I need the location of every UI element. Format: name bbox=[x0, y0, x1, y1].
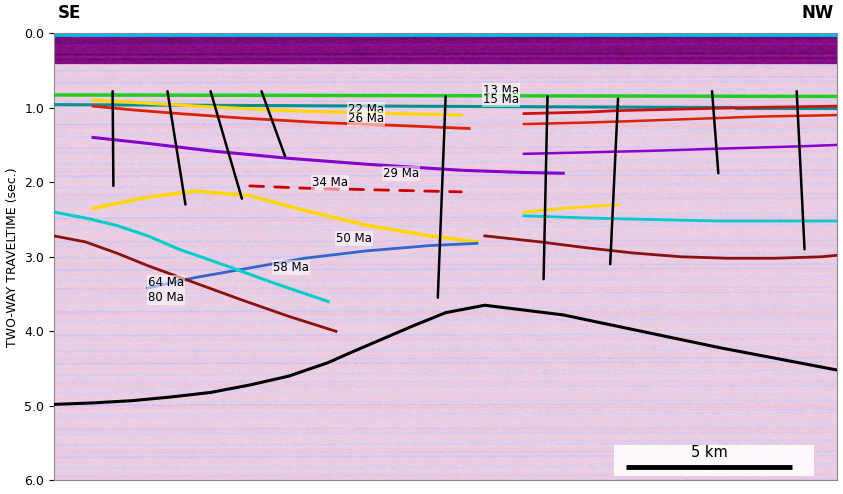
Text: NW: NW bbox=[802, 4, 834, 22]
Text: 80 Ma: 80 Ma bbox=[148, 291, 184, 304]
Text: 26 Ma: 26 Ma bbox=[347, 112, 384, 124]
Text: 64 Ma: 64 Ma bbox=[148, 276, 184, 289]
Text: 50 Ma: 50 Ma bbox=[336, 232, 372, 246]
Bar bbox=[614, 445, 814, 476]
Text: 29 Ma: 29 Ma bbox=[383, 167, 419, 180]
Text: 22 Ma: 22 Ma bbox=[347, 103, 384, 116]
Text: SE: SE bbox=[58, 4, 81, 22]
Text: 15 Ma: 15 Ma bbox=[483, 93, 519, 106]
Text: 34 Ma: 34 Ma bbox=[313, 176, 348, 189]
Text: 58 Ma: 58 Ma bbox=[273, 261, 309, 275]
Y-axis label: TWO-WAY TRAVELTIME (sec.): TWO-WAY TRAVELTIME (sec.) bbox=[6, 167, 19, 347]
Text: 13 Ma: 13 Ma bbox=[483, 84, 519, 97]
Text: 5 km: 5 km bbox=[690, 446, 728, 460]
